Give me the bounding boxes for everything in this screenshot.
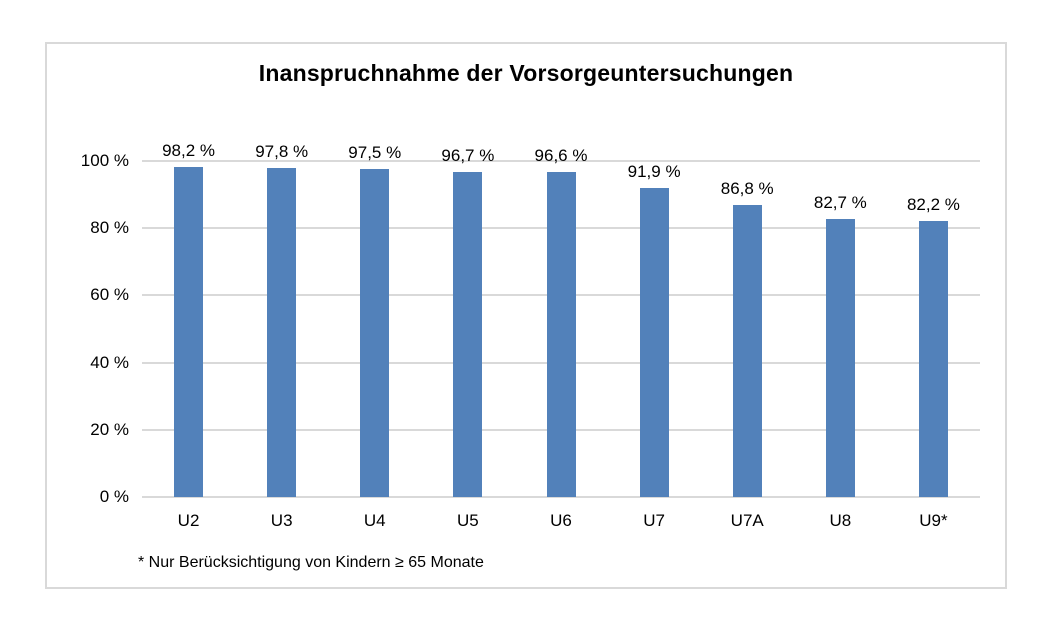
- x-category-label-u3: U3: [270, 511, 293, 530]
- bar-u2: [174, 167, 204, 497]
- bar-value-label-u8: 82,7 %: [813, 193, 867, 213]
- gridline-100: [142, 160, 980, 162]
- x-category-label-u4: U4: [363, 511, 386, 530]
- bar-u5: [453, 172, 483, 497]
- y-tick-label-20: 20 %: [90, 419, 129, 439]
- bar-chart-frame: Inanspruchnahme der Vorsorgeuntersuchung…: [45, 42, 1007, 589]
- x-category-label-u7: U7: [643, 511, 665, 530]
- y-tick-label-100: 100 %: [80, 151, 129, 170]
- plot-area: 0 % 20 % 40 % 60 % 80 % 100 % 98,2 % U2 97,8 % U3…: [81, 141, 980, 530]
- bar-u9: [918, 220, 948, 497]
- x-category-label-u5: U5: [457, 511, 479, 530]
- bar-u4: [360, 169, 390, 497]
- x-category-label-u6: U6: [550, 511, 572, 530]
- bar-value-label-u4: 97,5 %: [348, 143, 402, 163]
- x-category-label-u7a: U7A: [730, 511, 764, 530]
- chart-footnote: * Nur Berücksichtigung von Kindern ≥ 65 …: [138, 554, 484, 571]
- bar-u7: [639, 188, 669, 497]
- y-tick-label-60: 60 %: [90, 285, 129, 305]
- bar-u6: [546, 172, 576, 497]
- bar-value-label-u9: 82,2 %: [906, 194, 960, 214]
- bar-value-label-u3: 97,8 %: [255, 142, 309, 162]
- bar-value-label-u6: 96,6 %: [534, 146, 588, 166]
- y-tick-label-0: 0 %: [99, 487, 129, 506]
- x-category-label-u9: U9*: [919, 511, 948, 530]
- bar-value-label-u7: 91,9 %: [627, 162, 681, 182]
- x-category-label-u2: U2: [177, 511, 200, 530]
- chart-title: Inanspruchnahme der Vorsorgeuntersuchung…: [258, 60, 794, 86]
- bar-value-label-u5: 96,7 %: [441, 146, 495, 166]
- y-tick-label-80: 80 %: [90, 218, 129, 238]
- x-category-label-u8: U8: [829, 511, 852, 530]
- bar-u3: [267, 168, 297, 497]
- bar-value-label-u7a: 86,8 %: [720, 179, 774, 199]
- bar-value-label-u2: 98,2 %: [162, 141, 216, 161]
- y-tick-label-40: 40 %: [90, 352, 129, 372]
- x-axis-line: [142, 496, 980, 498]
- bar-u7a: [732, 205, 762, 497]
- bar-u8: [825, 219, 855, 497]
